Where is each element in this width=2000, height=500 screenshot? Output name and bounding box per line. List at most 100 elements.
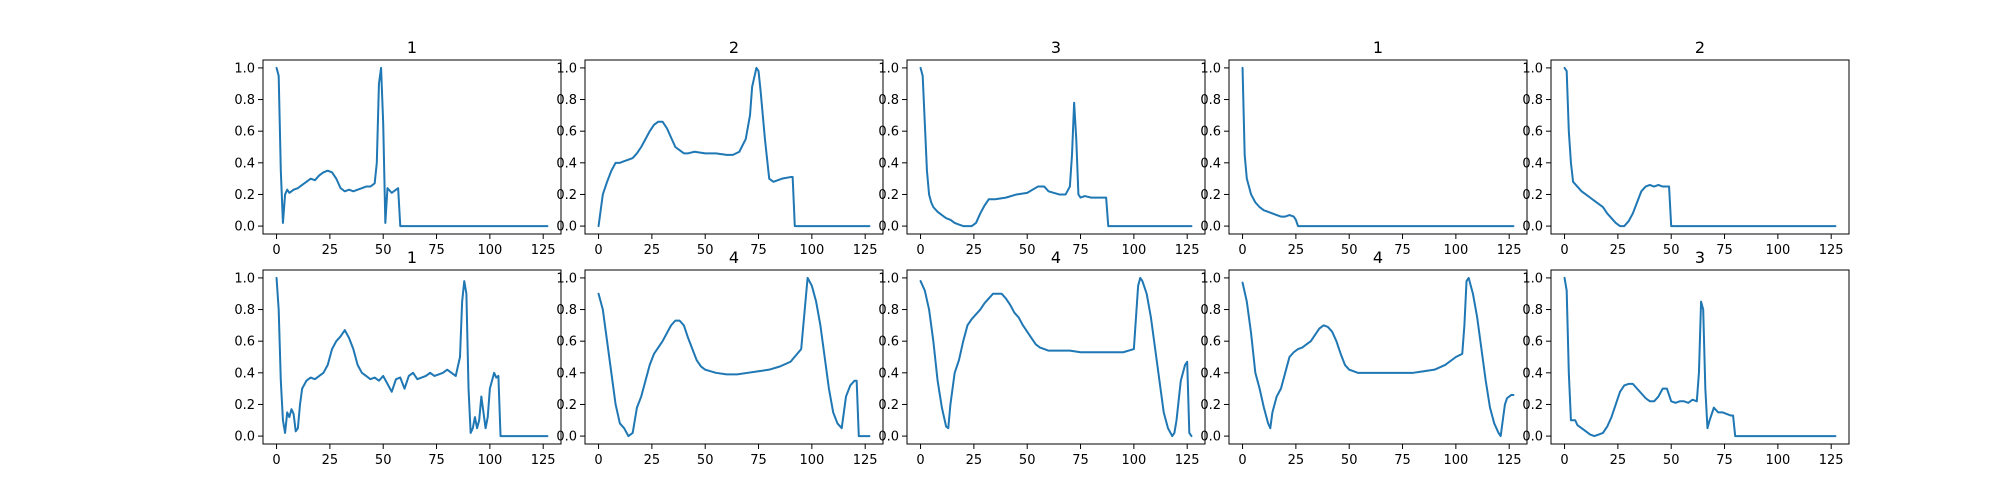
subplot-title: 1 xyxy=(1373,38,1383,57)
y-tick-label: 0.2 xyxy=(878,188,899,203)
x-tick-label: 0 xyxy=(1560,453,1568,468)
x-tick-label: 100 xyxy=(1443,453,1468,468)
x-tick-label: 75 xyxy=(428,453,445,468)
x-tick-label: 25 xyxy=(966,453,983,468)
y-tick-label: 0.8 xyxy=(1200,93,1221,108)
subplot-5: 0 25 50 75 100 125 0.0 0.2 0.4 0.6 0.8 1.0 2 xyxy=(1522,38,1850,258)
y-tick-label: 0.0 xyxy=(878,430,899,445)
y-tick-label: 0.0 xyxy=(556,220,577,235)
x-tick-label: 0 xyxy=(916,243,924,258)
x-tick-label: 125 xyxy=(853,243,878,258)
x-tick-label: 0 xyxy=(594,243,602,258)
y-tick-label: 0.8 xyxy=(556,93,577,108)
subplot-6: 0 25 50 75 100 125 0.0 0.2 0.4 0.6 0.8 1.0 1 xyxy=(234,248,562,468)
y-tick-label: 0.0 xyxy=(878,220,899,235)
subplot-title: 1 xyxy=(407,38,417,57)
x-tick-label: 50 xyxy=(1019,243,1036,258)
y-tick-label: 0.2 xyxy=(556,398,577,413)
x-tick-label: 100 xyxy=(1765,243,1790,258)
series-line-1 xyxy=(1563,66,1837,228)
x-tick-label: 50 xyxy=(697,243,714,258)
x-tick-label: 50 xyxy=(1019,453,1036,468)
x-tick-label: 50 xyxy=(1663,453,1680,468)
y-tick-label: 1.0 xyxy=(878,61,899,76)
x-tick-label: 125 xyxy=(1175,453,1200,468)
y-tick-label: 0.4 xyxy=(1200,156,1221,171)
y-tick-label: 0.0 xyxy=(1200,430,1221,445)
y-tick-label: 1.0 xyxy=(234,61,255,76)
subplot-9: 0 25 50 75 100 125 0.0 0.2 0.4 0.6 0.8 1.0 4 xyxy=(1200,248,1528,468)
axes-frame xyxy=(584,269,884,445)
y-tick-label: 0.0 xyxy=(1522,430,1543,445)
subplot-8: 0 25 50 75 100 125 0.0 0.2 0.4 0.6 0.8 1.0 4 xyxy=(878,248,1206,468)
subplot-2: 0 25 50 75 100 125 0.0 0.2 0.4 0.6 0.8 1.0 2 xyxy=(556,38,884,258)
y-tick-label: 0.2 xyxy=(556,188,577,203)
axes-frame xyxy=(584,59,884,235)
x-tick-label: 25 xyxy=(322,453,339,468)
y-tick-label: 0.0 xyxy=(1200,220,1221,235)
subplot-title: 2 xyxy=(729,38,739,57)
x-tick-label: 25 xyxy=(1610,243,1627,258)
y-tick-label: 1.0 xyxy=(1522,271,1543,286)
x-tick-label: 25 xyxy=(1288,453,1305,468)
x-tick-label: 125 xyxy=(1819,243,1844,258)
y-tick-label: 1.0 xyxy=(556,271,577,286)
x-tick-label: 0 xyxy=(594,453,602,468)
subplot-title: 3 xyxy=(1051,38,1061,57)
y-tick-label: 0.4 xyxy=(556,366,577,381)
y-tick-label: 0.8 xyxy=(556,303,577,318)
subplot-7: 0 25 50 75 100 125 0.0 0.2 0.4 0.6 0.8 1.0 4 xyxy=(556,248,884,468)
y-tick-label: 0.4 xyxy=(1522,366,1543,381)
y-tick-label: 0.8 xyxy=(1522,93,1543,108)
subplot-title: 4 xyxy=(1051,248,1061,267)
y-tick-label: 0.4 xyxy=(1200,366,1221,381)
x-tick-label: 75 xyxy=(750,453,767,468)
axes-frame xyxy=(1550,59,1850,235)
y-tick-label: 1.0 xyxy=(1200,271,1221,286)
subplot-title: 1 xyxy=(407,248,417,267)
axes-frame xyxy=(1550,269,1850,445)
axes-frame xyxy=(262,269,562,445)
x-tick-label: 50 xyxy=(375,243,392,258)
y-tick-label: 0.2 xyxy=(234,188,255,203)
x-tick-label: 75 xyxy=(1716,243,1733,258)
y-tick-label: 1.0 xyxy=(1200,61,1221,76)
x-tick-label: 100 xyxy=(799,453,824,468)
subplot-title: 2 xyxy=(1695,38,1705,57)
x-tick-label: 100 xyxy=(477,243,502,258)
axes-frame xyxy=(262,59,562,235)
y-tick-label: 0.6 xyxy=(234,335,255,350)
x-tick-label: 50 xyxy=(697,453,714,468)
subplot-title: 4 xyxy=(1373,248,1383,267)
x-tick-label: 0 xyxy=(272,453,280,468)
y-tick-label: 0.2 xyxy=(1522,398,1543,413)
series-line-1 xyxy=(275,276,549,438)
x-tick-label: 0 xyxy=(1238,453,1246,468)
y-tick-label: 1.0 xyxy=(1522,61,1543,76)
axes-frame xyxy=(1228,59,1528,235)
y-tick-label: 0.6 xyxy=(234,125,255,140)
x-tick-label: 50 xyxy=(1341,243,1358,258)
y-tick-label: 0.8 xyxy=(1200,303,1221,318)
y-tick-label: 0.6 xyxy=(878,335,899,350)
axes-frame xyxy=(906,59,1206,235)
x-tick-label: 75 xyxy=(1072,243,1089,258)
y-tick-label: 0.0 xyxy=(1522,220,1543,235)
x-tick-label: 125 xyxy=(1497,453,1522,468)
subplot-4: 0 25 50 75 100 125 0.0 0.2 0.4 0.6 0.8 1.0 1 xyxy=(1200,38,1528,258)
y-tick-label: 0.4 xyxy=(1522,156,1543,171)
y-tick-label: 0.0 xyxy=(234,220,255,235)
x-tick-label: 100 xyxy=(1121,243,1146,258)
y-tick-label: 0.4 xyxy=(878,366,899,381)
y-tick-label: 0.6 xyxy=(1522,335,1543,350)
y-tick-label: 0.8 xyxy=(878,93,899,108)
subplot-10: 0 25 50 75 100 125 0.0 0.2 0.4 0.6 0.8 1.0 3 xyxy=(1522,248,1850,468)
series-line-1 xyxy=(919,276,1193,438)
series-line-1 xyxy=(1241,66,1515,228)
x-tick-label: 100 xyxy=(1443,243,1468,258)
x-tick-label: 125 xyxy=(1497,243,1522,258)
subplot-title: 3 xyxy=(1695,248,1705,267)
x-tick-label: 75 xyxy=(750,243,767,258)
y-tick-label: 0.4 xyxy=(234,156,255,171)
axes-frame xyxy=(1228,269,1528,445)
